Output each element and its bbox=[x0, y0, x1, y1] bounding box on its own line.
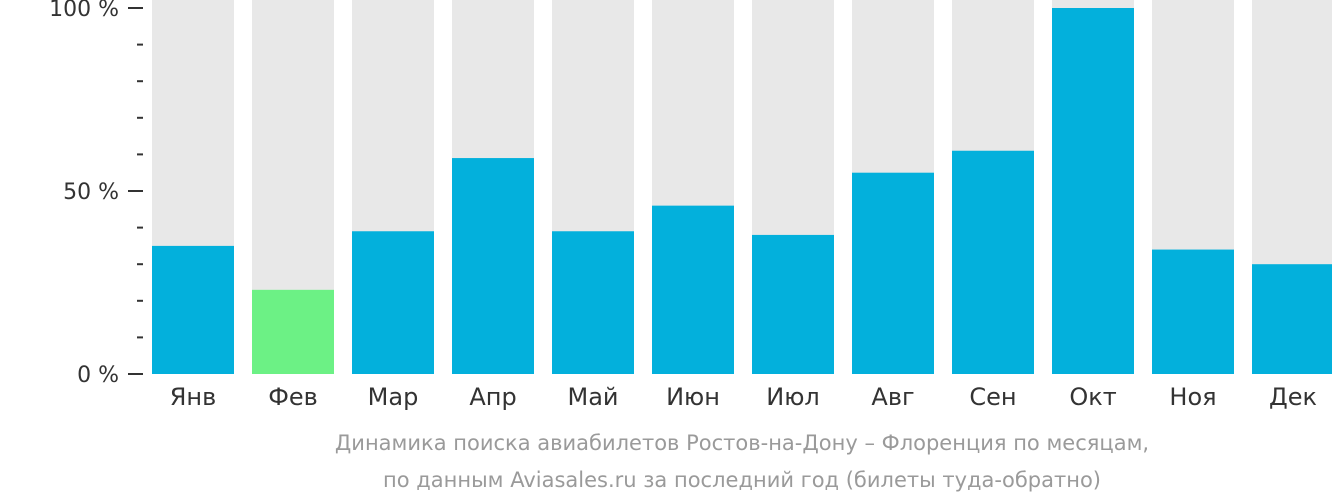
y-axis: 0 % 50 % 100 % bbox=[49, 0, 143, 388]
bar-9 bbox=[952, 150, 1034, 374]
bar-4 bbox=[452, 158, 534, 374]
bar-5 bbox=[552, 231, 634, 374]
x-axis-labels: Янв Фев Мар Апр Май Июн Июл Авг Сен Окт Ноя Дек bbox=[170, 383, 1317, 411]
bar-2 bbox=[252, 289, 334, 374]
chart-caption-line-2: по данным Aviasales.ru за последний год … bbox=[383, 468, 1101, 492]
bar-1 bbox=[152, 245, 234, 374]
bar-8 bbox=[852, 172, 934, 374]
x-tick-label: Окт bbox=[1069, 383, 1116, 411]
x-tick-label: Май bbox=[567, 383, 618, 411]
chart-caption-line-1: Динамика поиска авиабилетов Ростов-на-До… bbox=[334, 431, 1150, 455]
x-tick-label: Июл bbox=[766, 383, 820, 411]
bar-3 bbox=[352, 231, 434, 374]
y-tick-label: 50 % bbox=[63, 180, 119, 205]
x-tick-label: Июн bbox=[666, 383, 720, 411]
bar-10 bbox=[1052, 8, 1134, 374]
x-tick-label: Фев bbox=[268, 383, 318, 411]
x-tick-label: Апр bbox=[469, 383, 516, 411]
bar-7 bbox=[752, 234, 834, 374]
bar-6 bbox=[652, 205, 734, 374]
x-tick-label: Ноя bbox=[1169, 383, 1216, 411]
x-tick-label: Авг bbox=[871, 383, 914, 411]
y-tick-label: 100 % bbox=[49, 0, 119, 22]
bars bbox=[152, 0, 1332, 374]
x-tick-label: Сен bbox=[969, 383, 1016, 411]
bar-11 bbox=[1152, 249, 1234, 374]
y-tick-label: 0 % bbox=[77, 363, 119, 388]
x-tick-label: Янв bbox=[170, 383, 217, 411]
x-tick-label: Мар bbox=[368, 383, 419, 411]
x-tick-label: Дек bbox=[1269, 383, 1317, 411]
bar-12 bbox=[1252, 264, 1332, 374]
